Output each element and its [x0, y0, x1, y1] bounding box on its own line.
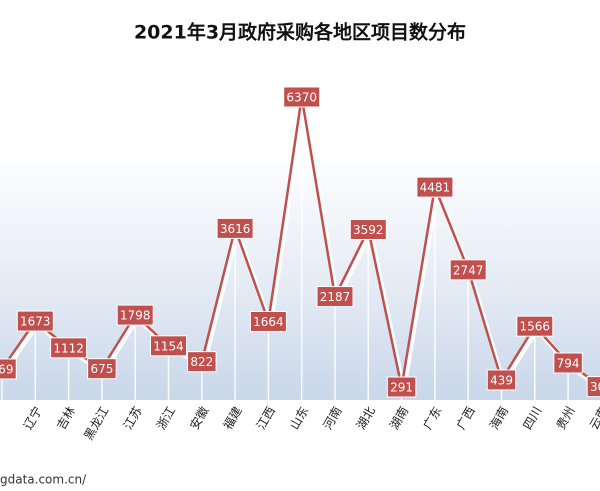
data-label: 1112: [53, 341, 84, 355]
data-label-box: [586, 376, 600, 398]
data-label-box: [416, 176, 454, 198]
data-label: 1154: [153, 339, 184, 353]
data-label: 675: [90, 362, 113, 376]
data-label-box: [386, 376, 417, 398]
chart-title: 2021年3月政府采购各地区项目数分布: [134, 21, 466, 44]
data-label: 439: [490, 373, 513, 387]
data-label: 1673: [20, 315, 51, 329]
data-label: 1664: [253, 315, 284, 329]
data-label: 822: [190, 355, 213, 369]
data-label-box: [16, 310, 54, 332]
data-label: 1566: [520, 320, 551, 334]
data-label-box: [150, 335, 187, 357]
data-label: 2747: [453, 263, 484, 277]
data-label-box: [449, 259, 487, 281]
data-label-box: [283, 86, 321, 108]
data-label-box: [249, 311, 287, 333]
data-label: 291: [390, 381, 413, 395]
data-label: 6370: [286, 91, 317, 105]
data-label: 4481: [420, 181, 451, 195]
data-label-box: [316, 286, 354, 308]
data-label: 2187: [320, 290, 351, 304]
data-label-box: [87, 358, 117, 380]
data-label: 1798: [120, 309, 151, 323]
source: gdata.com.cn/: [0, 473, 87, 487]
data-label: 794: [557, 357, 580, 371]
data-label-box: [0, 358, 17, 380]
data-label: 300: [590, 380, 600, 394]
data-label-box: [349, 219, 387, 241]
data-label-box: [486, 369, 517, 391]
data-label-box: [553, 352, 583, 374]
data-label-box: [187, 351, 217, 373]
data-label-box: [516, 315, 554, 337]
data-label: 669: [0, 362, 13, 376]
data-label-box: [50, 337, 88, 359]
data-label: 3616: [220, 222, 251, 236]
data-label: 3592: [353, 223, 384, 237]
data-label-box: [216, 217, 254, 239]
data-label-box: [116, 304, 154, 326]
